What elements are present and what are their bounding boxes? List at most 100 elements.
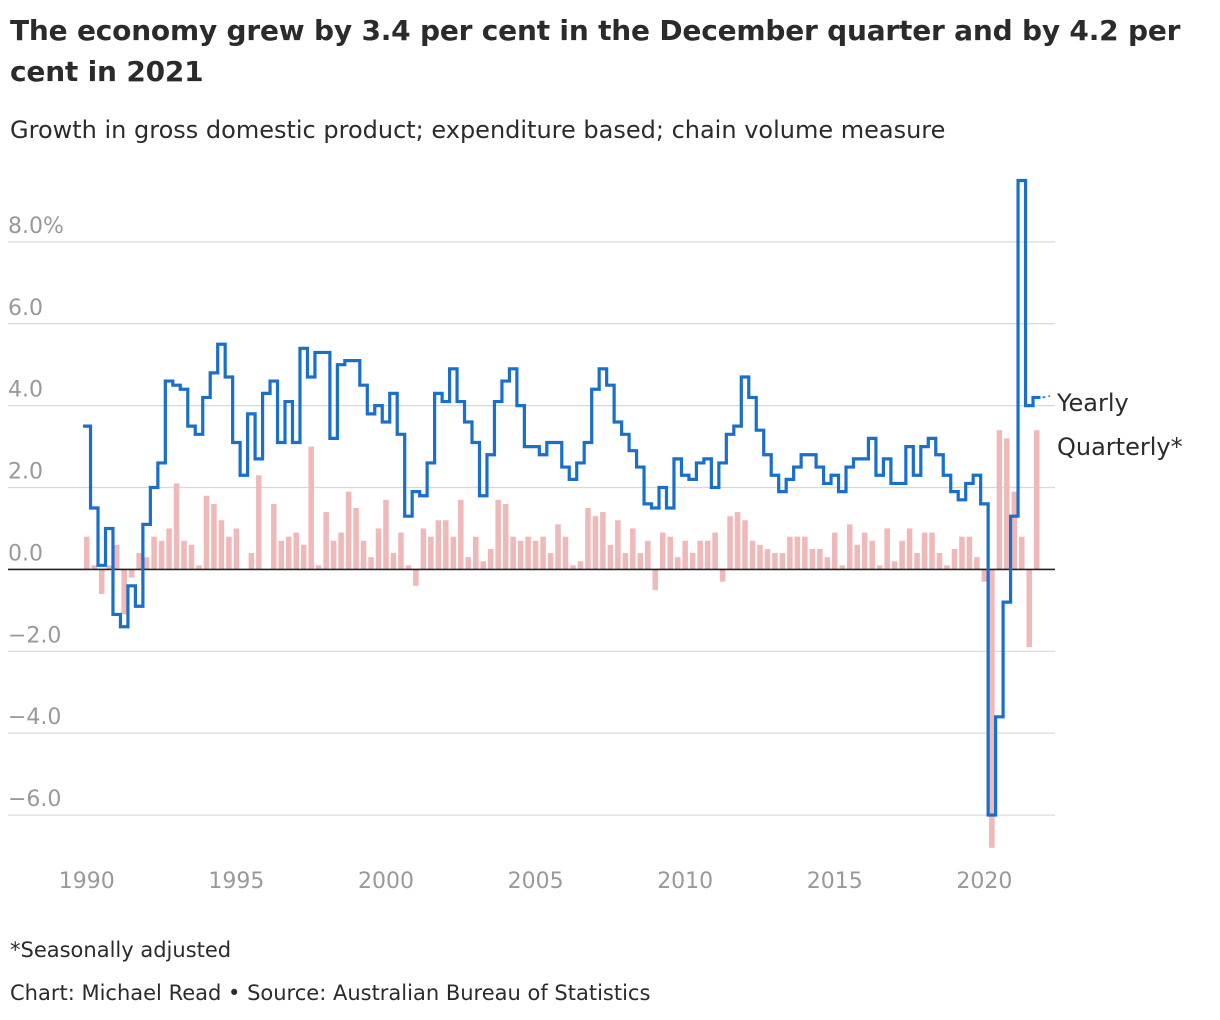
quarterly-bar [136,553,142,570]
quarterly-bar [989,569,995,848]
x-axis-ticks: 1990 1995 2000 2005 2010 2015 2020 [59,869,1013,894]
legend-label-yearly: Yearly [1056,389,1129,417]
quarterly-bar [480,561,486,570]
quarterly-bar [390,553,397,570]
quarterly-bar [360,540,367,570]
quarterly-bar [562,536,569,570]
quarterly-bar [278,540,285,570]
quarterly-bar [1011,491,1018,570]
quarterly-bar [502,503,509,570]
quarterly-bar [936,553,943,570]
quarterly-bar [128,569,135,578]
x-tick-label: 2000 [358,869,414,894]
quarterly-bar [368,557,374,570]
quarterly-bars [84,430,1040,848]
x-tick-label: 2005 [508,869,564,894]
quarterly-bar [547,553,554,570]
quarterly-bar [996,430,1003,570]
x-tick-label: 2015 [807,869,863,894]
quarterly-bar [1019,536,1025,570]
quarterly-bar [682,540,688,570]
quarterly-bar [383,499,389,570]
y-tick-label: 0.0 [8,541,43,566]
quarterly-bar [817,548,823,570]
quarterly-bar [906,528,913,570]
quarterly-bar [824,557,831,570]
quarterly-bar [772,553,778,570]
quarterly-bar [256,475,262,570]
quarterly-bar [98,569,105,594]
quarterly-bar [719,569,726,582]
quarterly-bar [787,536,793,570]
quarterly-bar [196,565,202,570]
quarterly-bar [285,536,292,570]
quarterly-bar [966,536,973,570]
quarterly-bar [794,536,801,570]
quarterly-bar [689,553,696,570]
gridlines [8,241,1055,816]
chart-subtitle: Growth in gross domestic product; expend… [10,116,946,144]
quarterly-bar [622,553,629,570]
quarterly-bar [1033,430,1040,570]
quarterly-bar [458,499,464,570]
quarterly-bar [779,553,786,570]
y-tick-label: 6.0 [8,296,43,321]
quarterly-bar [308,446,314,570]
x-tick-label: 2020 [956,869,1012,894]
quarterly-bar [891,561,898,570]
quarterly-bar [472,536,479,570]
quarterly-bar [876,565,883,570]
legend: Yearly Quarterly* [1042,389,1183,461]
quarterly-bar [315,565,322,570]
quarterly-bar [532,540,539,570]
quarterly-bar [345,491,352,570]
quarterly-bar [158,540,165,570]
quarterly-bar [353,508,359,570]
quarterly-bar [338,532,344,570]
quarterly-bar [91,565,98,570]
quarterly-bar [659,532,666,570]
quarterly-bar [218,520,225,570]
y-tick-label: −6.0 [8,787,61,812]
y-axis-ticks: 8.0% 6.0 4.0 2.0 0.0 −2.0 −4.0 −6.0 [8,214,64,812]
quarterly-bar [951,548,958,570]
quarterly-bar [555,524,561,570]
quarterly-bar [929,532,935,570]
quarterly-bar [84,536,90,570]
quarterly-bar [405,565,412,570]
quarterly-bar [413,569,419,586]
quarterly-bar [757,544,763,570]
quarterly-bar [637,553,644,570]
x-tick-label: 2010 [657,869,713,894]
chart-title: The economy grew by 3.4 per cent in the … [10,14,1181,88]
quarterly-bar [914,553,920,570]
quarterly-bar [203,495,210,570]
quarterly-bar [607,544,614,570]
quarterly-bar [293,532,299,570]
quarterly-bar [173,483,180,570]
quarterly-bar [540,536,546,570]
quarterly-bar [652,569,659,590]
quarterly-bar [861,532,868,570]
quarterly-bar [188,544,195,570]
footnote: *Seasonally adjusted [10,938,232,962]
quarterly-bar [959,536,965,570]
quarterly-bar [166,528,172,570]
legend-leader-line [1042,395,1051,399]
x-tick-label: 1995 [208,869,264,894]
quarterly-bar [143,557,150,570]
quarterly-bar [435,520,442,570]
quarterly-bar [846,524,853,570]
y-tick-label: −4.0 [8,705,61,730]
quarterly-bar [854,544,860,570]
quarterly-bar [428,536,434,570]
quarterly-bar [704,540,711,570]
quarterly-bar [570,565,576,570]
quarterly-bar [600,512,606,570]
quarterly-bar [764,548,771,570]
quarterly-bar [839,565,846,570]
quarterly-bar [667,536,673,570]
quarterly-bar [271,503,277,570]
quarterly-bar [981,569,988,582]
